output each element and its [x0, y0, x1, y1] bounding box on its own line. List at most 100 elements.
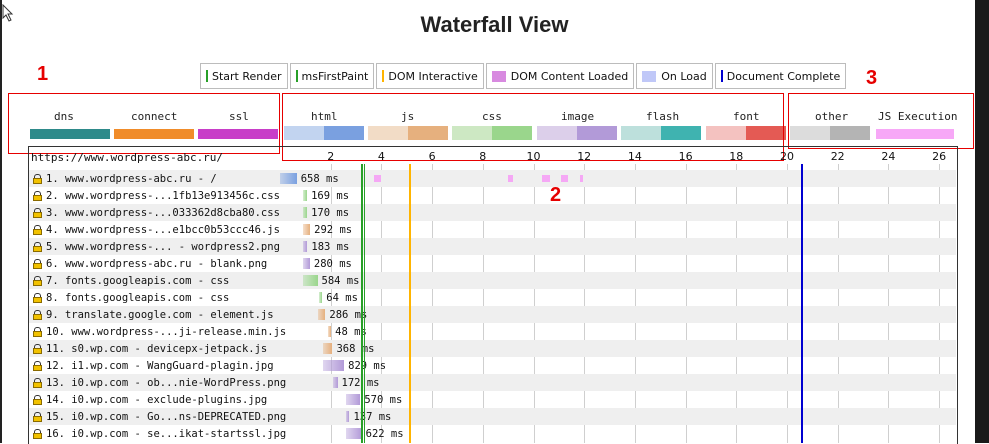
request-timing-bar[interactable] — [318, 309, 326, 320]
request-duration-label: 48 ms — [335, 325, 367, 338]
request-row-label[interactable]: 16. i0.wp.com - se...ikat-startssl.jpg — [33, 425, 286, 442]
request-timing-bar[interactable] — [323, 360, 345, 371]
window-right-edge — [975, 0, 989, 443]
waterfall-url-header: https://www.wordpress-abc.ru/ — [31, 151, 224, 164]
legend-line-icon — [206, 70, 208, 82]
type-label-js: js — [401, 110, 415, 123]
request-timing-bar[interactable] — [302, 224, 311, 235]
swatch-image — [537, 126, 617, 140]
request-row-label[interactable]: 4. www.wordpress-...e1bcc0b53ccc46.js — [33, 221, 280, 238]
legend-start-render: Start Render — [200, 63, 288, 89]
request-timing-bar[interactable] — [333, 377, 338, 388]
dom-interactive-line — [409, 164, 412, 443]
request-timing-bar[interactable] — [345, 394, 361, 405]
time-gridline — [330, 164, 332, 443]
time-gridline — [787, 164, 788, 443]
lock-icon — [33, 292, 42, 303]
window-left-edge — [0, 0, 2, 443]
time-gridline — [685, 164, 687, 443]
request-url-text: 9. translate.google.com - element.js — [46, 308, 274, 321]
lock-icon — [33, 360, 42, 371]
lock-icon — [33, 224, 42, 235]
request-timing-bar[interactable] — [302, 190, 308, 201]
lock-icon — [33, 275, 42, 286]
start-render-line — [361, 164, 364, 443]
request-row-label[interactable]: 12. i1.wp.com - WangGuard-plagin.jpg — [33, 357, 274, 374]
request-duration-label: 570 ms — [364, 393, 403, 406]
waterfall-chart-frame — [28, 146, 958, 444]
swatch-js — [368, 126, 448, 140]
table-row-stripe — [29, 408, 956, 425]
request-duration-label: 286 ms — [329, 308, 368, 321]
request-url-text: 16. i0.wp.com - se...ikat-startssl.jpg — [46, 427, 287, 440]
request-duration-label: 658 ms — [300, 172, 339, 185]
request-timing-bar[interactable] — [302, 207, 308, 218]
request-url-text: 8. fonts.googleapis.com - css — [46, 291, 230, 304]
time-tick-label: 6 — [428, 150, 436, 163]
milestone-legend: Start Render msFirstPaint DOM Interactiv… — [200, 63, 848, 89]
js-execution-mark — [542, 175, 550, 182]
document-complete-line — [800, 164, 803, 443]
request-timing-bar[interactable] — [323, 343, 333, 354]
js-execution-mark — [561, 175, 568, 182]
legend-dom-interactive: DOM Interactive — [376, 63, 484, 89]
lock-icon — [33, 394, 42, 405]
legend-on-load: On Load — [636, 63, 713, 89]
request-duration-label: 172 ms — [341, 376, 380, 389]
request-row-label[interactable]: 3. www.wordpress-...033362d8cba80.css — [33, 204, 280, 221]
type-label-css: css — [482, 110, 502, 123]
type-label-dns: dns — [54, 110, 74, 123]
request-timing-bar[interactable] — [302, 275, 318, 286]
request-url-text: 2. www.wordpress-...1fb13e913456c.css — [46, 189, 280, 202]
lock-icon — [33, 343, 42, 354]
request-row-label[interactable]: 15. i0.wp.com - Go...ns-DEPRECATED.png — [33, 408, 286, 425]
request-url-text: 1. www.wordpress-abc.ru - / — [46, 172, 217, 185]
page-title: Waterfall View — [420, 12, 569, 37]
type-label-other: other — [815, 110, 849, 123]
lock-icon — [33, 207, 42, 218]
type-label-ssl: ssl — [229, 110, 249, 123]
time-tick-label: 10 — [526, 150, 541, 163]
time-gridline — [482, 164, 484, 443]
request-row-label[interactable]: 10. www.wordpress-...ji-release.min.js — [33, 323, 286, 340]
time-tick-label: 18 — [729, 150, 744, 163]
request-timing-bar[interactable] — [345, 411, 350, 422]
request-url-text: 6. www.wordpress-abc.ru - blank.png — [46, 257, 268, 270]
swatch-dns — [30, 129, 110, 139]
js-execution-mark — [580, 175, 583, 182]
legend-box-icon — [491, 70, 506, 82]
request-timing-bar[interactable] — [319, 292, 323, 303]
request-duration-label: 622 ms — [365, 427, 404, 440]
request-row-label[interactable]: 13. i0.wp.com - ob...nie-WordPress.png — [33, 374, 286, 391]
request-url-text: 11. s0.wp.com - devicepx-jetpack.js — [46, 342, 268, 355]
annotation-box-3 — [788, 93, 974, 149]
request-url-text: 13. i0.wp.com - ob...nie-WordPress.png — [46, 376, 287, 389]
request-row-label[interactable]: 14. i0.wp.com - exclude-plugins.jpg — [33, 391, 267, 408]
request-row-label[interactable]: 1. www.wordpress-abc.ru - / — [33, 170, 217, 187]
swatch-js-execution — [876, 129, 954, 139]
request-url-text: 12. i1.wp.com - WangGuard-plagin.jpg — [46, 359, 274, 372]
time-tick-label: 22 — [830, 150, 845, 163]
legend-document-complete: Document Complete — [714, 63, 847, 89]
request-timing-bar[interactable] — [280, 173, 297, 184]
request-duration-label: 368 ms — [336, 342, 375, 355]
request-timing-bar[interactable] — [302, 258, 310, 269]
request-row-label[interactable]: 5. www.wordpress-... - wordpress2.png — [33, 238, 280, 255]
time-tick-label: 2 — [327, 150, 335, 163]
request-row-label[interactable]: 7. fonts.googleapis.com - css — [33, 272, 229, 289]
time-gridline — [888, 164, 890, 443]
request-timing-bar[interactable] — [345, 428, 362, 439]
request-duration-label: 137 ms — [353, 410, 392, 423]
request-row-label[interactable]: 2. www.wordpress-...1fb13e913456c.css — [33, 187, 280, 204]
request-row-label[interactable]: 8. fonts.googleapis.com - css — [33, 289, 229, 306]
request-duration-label: 170 ms — [311, 206, 350, 219]
request-row-label[interactable]: 11. s0.wp.com - devicepx-jetpack.js — [33, 340, 267, 357]
type-label-html: html — [311, 110, 338, 123]
annotation-number-1: 1 — [37, 63, 49, 85]
lock-icon — [33, 309, 42, 320]
request-row-label[interactable]: 9. translate.google.com - element.js — [33, 306, 274, 323]
request-timing-bar[interactable] — [302, 241, 308, 252]
request-timing-bar[interactable] — [328, 326, 332, 337]
request-row-label[interactable]: 6. www.wordpress-abc.ru - blank.png — [33, 255, 267, 272]
swatch-font — [706, 126, 786, 140]
